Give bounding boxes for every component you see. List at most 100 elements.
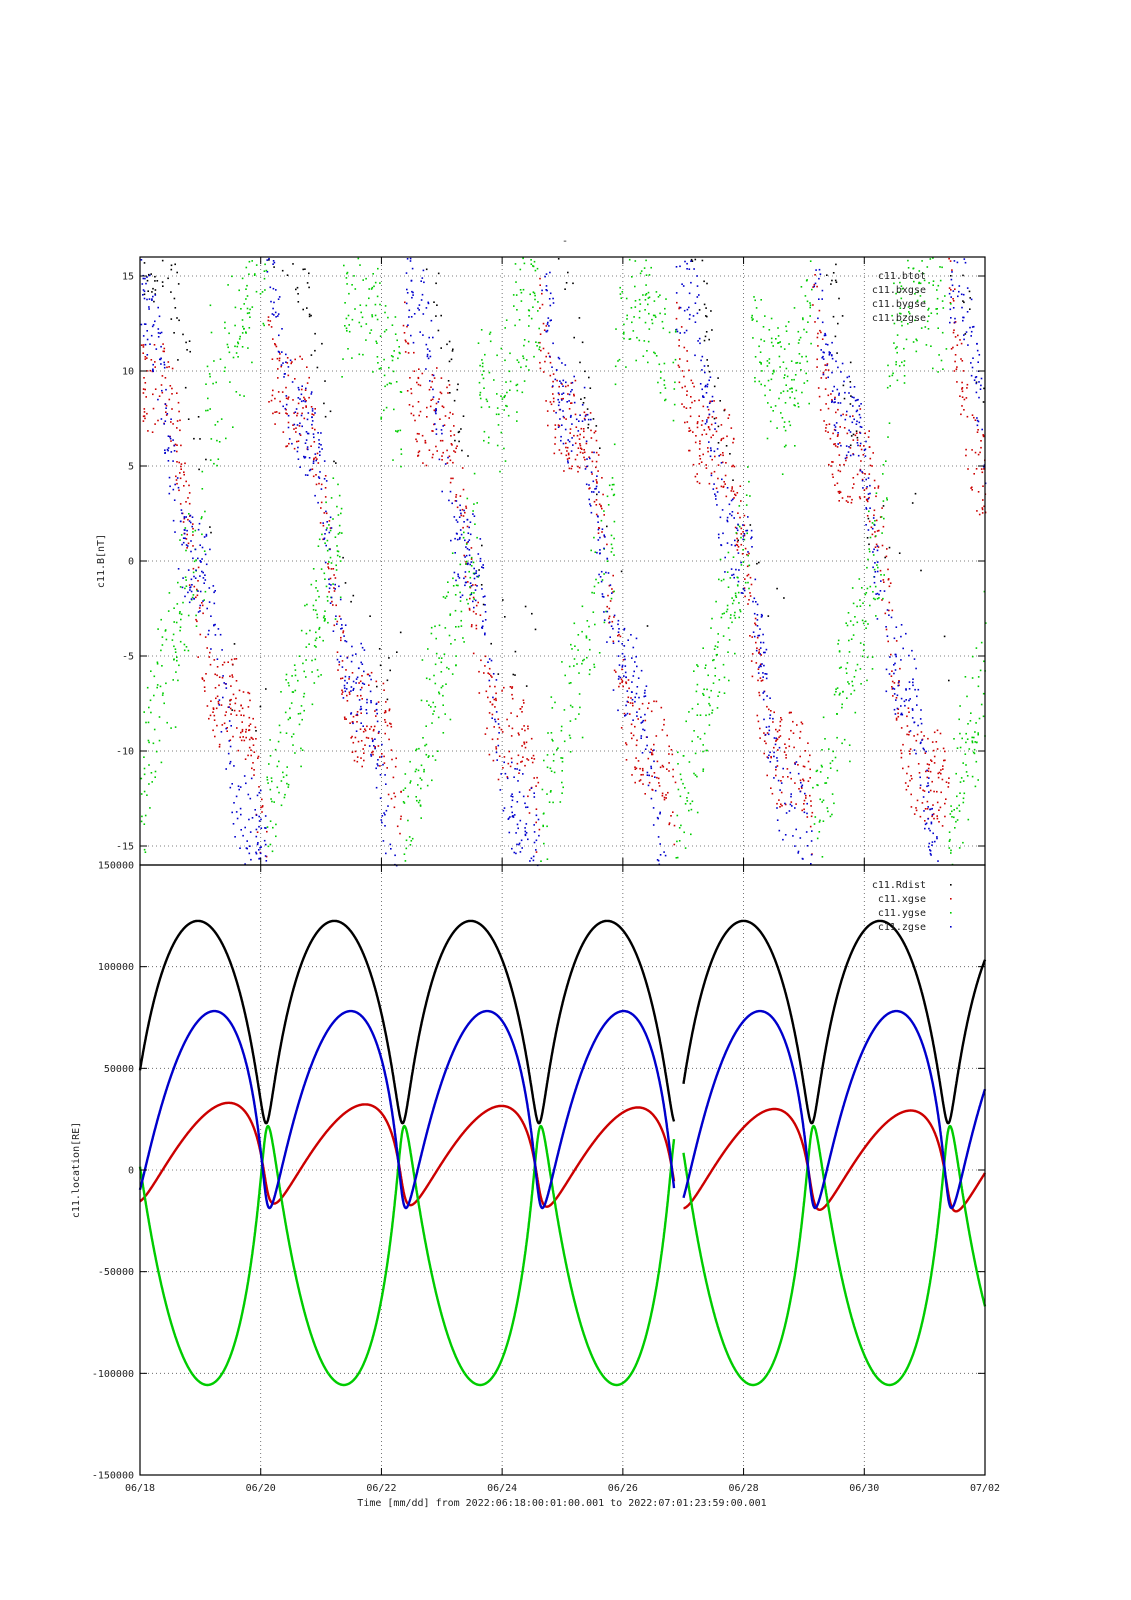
data-point (777, 342, 779, 344)
data-point (626, 318, 628, 320)
data-point (532, 291, 535, 293)
data-point (934, 840, 936, 843)
data-point (479, 538, 482, 540)
data-point (561, 424, 563, 426)
data-point (789, 771, 792, 774)
data-point (968, 748, 971, 750)
data-point (861, 479, 864, 482)
data-point (280, 365, 282, 368)
data-point (463, 521, 465, 523)
data-point (434, 682, 437, 685)
data-point (800, 785, 803, 788)
data-point (640, 722, 643, 724)
data-point (425, 368, 427, 370)
data-point (954, 354, 957, 356)
data-point (368, 288, 370, 290)
data-point (908, 654, 910, 657)
data-point (825, 782, 828, 784)
data-point (366, 673, 369, 676)
data-point (932, 804, 934, 806)
data-point (346, 271, 349, 274)
data-point (570, 414, 572, 417)
data-point (287, 366, 290, 368)
data-point (273, 314, 275, 316)
data-point (874, 562, 876, 564)
data-point (735, 532, 738, 534)
data-point (941, 300, 944, 302)
data-point (618, 358, 621, 361)
data-point (972, 751, 975, 754)
data-point (645, 284, 647, 286)
data-point (716, 448, 719, 450)
data-point (755, 641, 757, 644)
data-point (701, 369, 703, 371)
data-point (360, 757, 362, 759)
data-point (416, 432, 419, 435)
data-point (963, 409, 965, 411)
data-point (575, 426, 578, 428)
data-point (850, 693, 852, 695)
data-point (164, 403, 167, 405)
data-point (787, 321, 790, 323)
data-point (269, 755, 272, 757)
data-point (778, 729, 781, 731)
data-point (558, 385, 560, 388)
data-point (425, 268, 428, 271)
data-point (585, 637, 588, 639)
data-point (654, 789, 657, 792)
data-point (734, 652, 736, 655)
data-point (896, 694, 899, 697)
data-point (717, 425, 720, 428)
data-point (503, 447, 505, 450)
data-point (634, 285, 636, 288)
data-point (310, 583, 313, 586)
data-point (231, 783, 233, 785)
data-point (767, 733, 770, 736)
data-point (197, 656, 199, 658)
data-point (817, 317, 819, 320)
data-point (572, 444, 574, 446)
data-point (876, 530, 879, 532)
data-point (726, 487, 729, 489)
data-point (893, 664, 895, 666)
data-point (735, 568, 737, 571)
data-point (736, 584, 739, 586)
data-point (721, 509, 724, 511)
data-point (732, 556, 735, 558)
data-point (928, 282, 930, 284)
data-point (980, 641, 983, 644)
data-point (700, 424, 703, 426)
data-point (186, 545, 189, 547)
data-point (315, 637, 318, 640)
data-point (829, 762, 832, 765)
data-point (586, 620, 589, 622)
data-point (423, 770, 425, 773)
data-point (807, 742, 809, 744)
data-point (330, 568, 333, 570)
data-point (891, 680, 894, 683)
data-point (770, 406, 772, 408)
data-point (786, 390, 789, 392)
data-point (179, 629, 181, 632)
data-point (623, 675, 625, 677)
data-point (305, 439, 308, 441)
data-point (546, 754, 549, 756)
data-point (340, 639, 342, 642)
data-point (638, 298, 641, 301)
data-point (586, 656, 588, 659)
data-point (927, 818, 929, 820)
data-point (307, 448, 309, 451)
data-point (859, 642, 862, 644)
data-point (296, 286, 299, 289)
data-point (752, 318, 754, 320)
data-point (247, 706, 250, 708)
data-point (511, 761, 513, 764)
data-point (927, 737, 929, 740)
data-point (296, 424, 299, 426)
data-point (455, 447, 457, 450)
data-point (646, 771, 649, 774)
data-point (399, 832, 401, 835)
data-point (708, 724, 711, 726)
data-point (820, 349, 822, 351)
data-point (197, 590, 199, 592)
